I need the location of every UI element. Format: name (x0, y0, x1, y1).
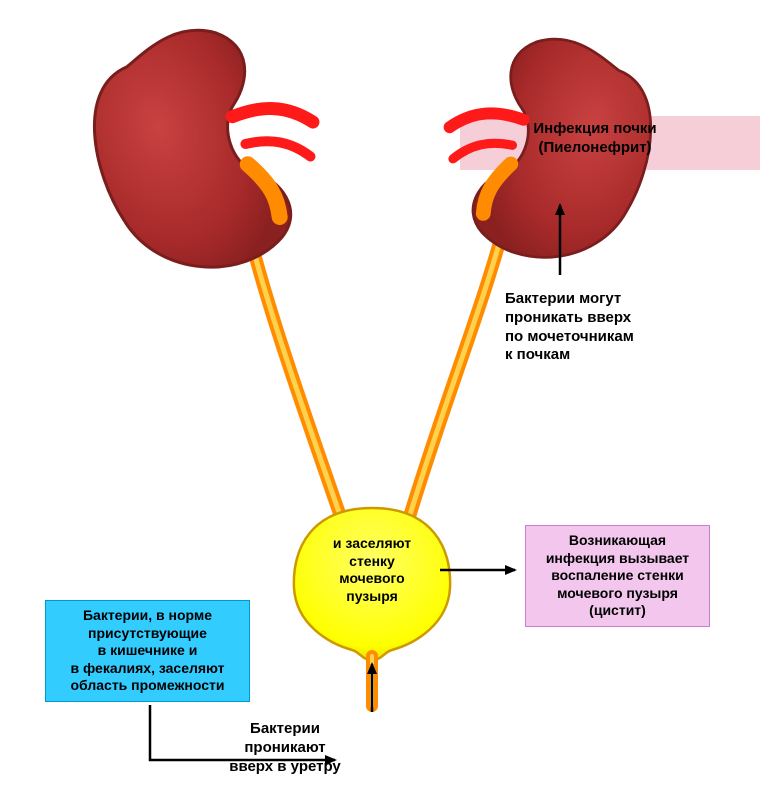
box-cystitis: Возникающая инфекция вызывает воспаление… (525, 525, 710, 627)
text: мочевого (322, 570, 422, 588)
text: проникают (205, 739, 365, 758)
text: к почкам (505, 346, 685, 365)
text: область промежности (54, 677, 241, 695)
text: вверх в уретру (205, 758, 365, 777)
text: (Пиелонефрит) (495, 139, 695, 158)
text: в фекалиях, заселяют (54, 660, 241, 678)
text: проникать вверх (505, 309, 685, 328)
text: инфекция вызывает (534, 550, 701, 568)
text: Возникающая (534, 532, 701, 550)
text: воспаление стенки (534, 567, 701, 585)
text: Бактерии могут (505, 290, 685, 309)
text: мочевого пузыря (534, 585, 701, 603)
box-perineum: Бактерии, в норме присутствующие в кишеч… (45, 600, 250, 702)
text: и заселяют (322, 535, 422, 553)
text: в кишечнике и (54, 642, 241, 660)
text: (цистит) (534, 602, 701, 620)
text: Бактерии (205, 720, 365, 739)
left-kidney (68, 2, 347, 295)
label-bacteria-ureters: Бактерии могут проникать вверх по мочето… (505, 290, 685, 365)
text: Бактерии, в норме (54, 607, 241, 625)
label-urethra: Бактерии проникают вверх в уретру (205, 720, 365, 776)
text: Инфекция почки (495, 120, 695, 139)
label-bladder-wall: и заселяют стенку мочевого пузыря (322, 535, 422, 605)
text: стенку (322, 553, 422, 571)
label-kidney-infection: Инфекция почки (Пиелонефрит) (495, 120, 695, 158)
text: пузыря (322, 588, 422, 606)
text: по мочеточникам (505, 328, 685, 347)
text: присутствующие (54, 625, 241, 643)
